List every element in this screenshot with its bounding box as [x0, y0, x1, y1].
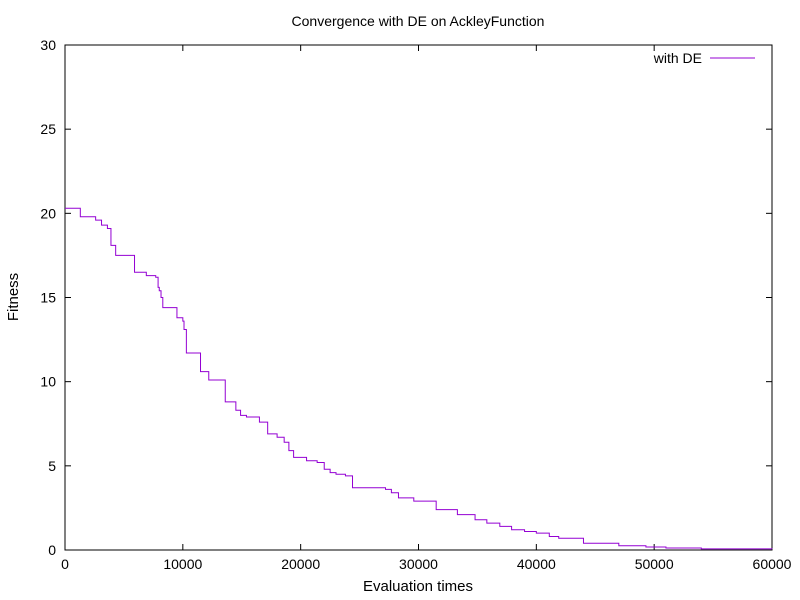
y-tick-label: 0	[48, 542, 56, 558]
ticks-layer: 0 10000 20000 30000 40000 50000 60000 0 5 10 15 20 2…	[40, 37, 791, 572]
x-tick-label: 50000	[635, 556, 674, 572]
x-tick-label: 30000	[399, 556, 438, 572]
x-tick-label: 60000	[753, 556, 792, 572]
x-axis-title: Evaluation times	[363, 578, 473, 595]
plot-frame	[64, 44, 773, 551]
legend-label: with DE	[653, 50, 702, 66]
legend: with DE	[653, 50, 755, 66]
y-tick-label: 5	[48, 458, 56, 474]
y-tick-label: 10	[40, 374, 56, 390]
y-axis-title: Fitness	[5, 273, 22, 321]
x-tick-label: 10000	[163, 556, 202, 572]
y-tick-label: 15	[40, 290, 56, 306]
x-tick-label: 0	[61, 556, 69, 572]
y-tick-label: 30	[40, 37, 56, 53]
y-tick-label: 25	[40, 121, 56, 137]
x-tick-label: 40000	[517, 556, 556, 572]
y-tick-label: 20	[40, 205, 56, 221]
x-tick-label: 20000	[281, 556, 320, 572]
series-layer	[65, 207, 773, 550]
series-line	[65, 207, 773, 550]
chart-title: Convergence with DE on AckleyFunction	[292, 13, 545, 29]
